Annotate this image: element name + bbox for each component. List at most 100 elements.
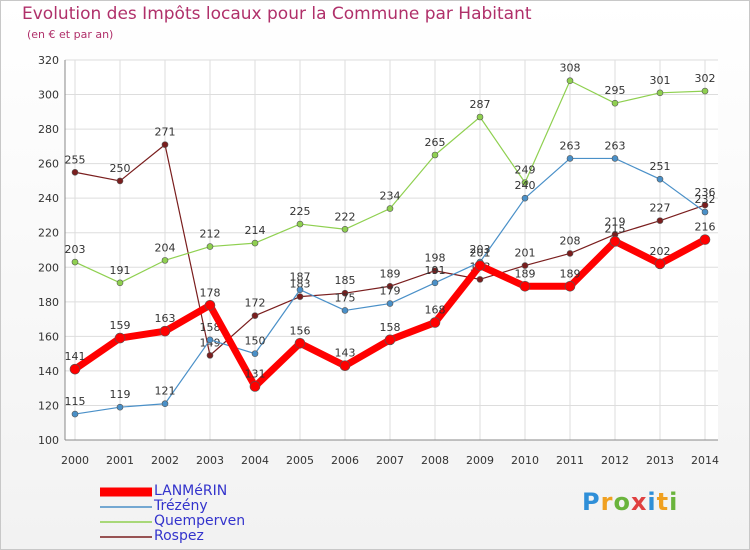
- data-label: 249: [515, 164, 536, 177]
- logo-letter: i: [647, 488, 657, 516]
- data-point: [296, 286, 304, 294]
- data-label: 227: [650, 202, 671, 215]
- data-point: [71, 258, 79, 266]
- data-label: 121: [155, 385, 176, 398]
- data-label: 212: [200, 228, 221, 241]
- x-tick-label: 2012: [601, 454, 629, 467]
- data-point: [566, 77, 574, 85]
- data-point: [384, 334, 396, 346]
- data-point: [386, 300, 394, 307]
- data-point: [341, 225, 349, 233]
- data-label: 187: [290, 271, 311, 284]
- data-label: 183: [290, 278, 311, 291]
- data-label: 236: [695, 186, 716, 199]
- data-point: [656, 175, 664, 183]
- legend: LANMéRIN Trézény Quemperven Rospez: [100, 484, 245, 544]
- y-tick-label: 260: [38, 158, 59, 171]
- data-label: 158: [200, 321, 221, 334]
- x-tick-label: 2008: [421, 454, 449, 467]
- y-tick-label: 320: [38, 54, 59, 67]
- y-tick-label: 300: [38, 89, 59, 102]
- data-point: [161, 257, 169, 264]
- data-point: [71, 410, 79, 418]
- y-tick-label: 160: [38, 330, 59, 343]
- logo-letter: P: [582, 488, 601, 516]
- data-point: [294, 337, 306, 349]
- data-point: [386, 205, 394, 212]
- data-label: 301: [650, 74, 671, 87]
- data-label: 232: [695, 193, 716, 206]
- x-tick-label: 2013: [646, 454, 674, 467]
- data-point: [161, 400, 169, 408]
- y-tick-label: 240: [38, 192, 59, 205]
- data-label: 115: [65, 395, 86, 408]
- legend-swatch-rospez: [100, 535, 152, 538]
- data-label: 172: [245, 297, 266, 310]
- legend-label-rospez: Rospez: [154, 528, 204, 544]
- x-tick-label: 2000: [61, 454, 89, 467]
- legend-item-quemperven: Quemperven: [100, 514, 245, 529]
- data-point: [341, 289, 349, 297]
- logo-letter: x: [630, 488, 648, 516]
- y-tick-label: 180: [38, 296, 59, 309]
- x-tick-label: 2006: [331, 454, 359, 467]
- data-label: 143: [335, 347, 356, 360]
- data-point: [159, 325, 171, 337]
- data-point: [431, 279, 439, 287]
- data-label: 215: [605, 222, 626, 235]
- data-label: 175: [335, 291, 356, 304]
- data-label: 216: [695, 221, 716, 234]
- data-label: 295: [605, 84, 626, 97]
- y-tick-label: 100: [38, 434, 59, 447]
- data-label: 119: [110, 388, 131, 401]
- data-label: 189: [380, 267, 401, 280]
- data-point: [71, 168, 79, 176]
- data-point: [701, 208, 709, 216]
- x-tick-label: 2001: [106, 454, 134, 467]
- data-point: [701, 87, 709, 95]
- data-label: 203: [65, 243, 86, 256]
- data-label: 208: [560, 234, 581, 247]
- data-point: [656, 217, 664, 224]
- data-label: 225: [290, 205, 311, 218]
- data-label: 240: [515, 179, 536, 192]
- data-point: [249, 381, 261, 392]
- logo-letter: t: [656, 488, 670, 516]
- data-label: 263: [605, 139, 626, 152]
- x-tick-label: 2014: [691, 454, 719, 467]
- data-label: 251: [650, 160, 671, 173]
- data-label: 250: [110, 162, 131, 175]
- data-label: 219: [605, 215, 626, 228]
- data-label: 265: [425, 136, 446, 149]
- legend-item-lanmerin: LANMéRIN: [100, 484, 245, 499]
- x-tick-label: 2003: [196, 454, 224, 467]
- data-point: [116, 403, 124, 411]
- data-point: [519, 280, 531, 292]
- data-point: [611, 155, 619, 162]
- data-point: [251, 312, 259, 319]
- data-point: [341, 307, 349, 314]
- data-point: [521, 262, 529, 269]
- data-label: 179: [380, 285, 401, 298]
- legend-label-lanmerin: LANMéRIN: [154, 483, 228, 499]
- legend-swatch-quemperven: [100, 520, 152, 523]
- data-point: [566, 155, 574, 162]
- legend-swatch-trezeny: [100, 505, 152, 508]
- data-point: [431, 151, 439, 159]
- logo-letter: r: [600, 488, 614, 516]
- proxiti-logo: Proxiti: [582, 488, 678, 516]
- data-label: 191: [425, 264, 446, 277]
- data-point: [206, 352, 214, 359]
- data-label: 287: [470, 98, 491, 111]
- data-label: 141: [65, 350, 86, 363]
- data-point: [521, 179, 529, 186]
- data-label: 189: [515, 267, 536, 280]
- x-tick-label: 2010: [511, 454, 539, 467]
- data-point: [429, 317, 441, 328]
- data-point: [476, 113, 484, 121]
- data-label: 178: [200, 286, 221, 299]
- data-label: 191: [110, 264, 131, 277]
- data-point: [654, 258, 666, 270]
- chart-subtitle: (en € et par an): [27, 28, 114, 41]
